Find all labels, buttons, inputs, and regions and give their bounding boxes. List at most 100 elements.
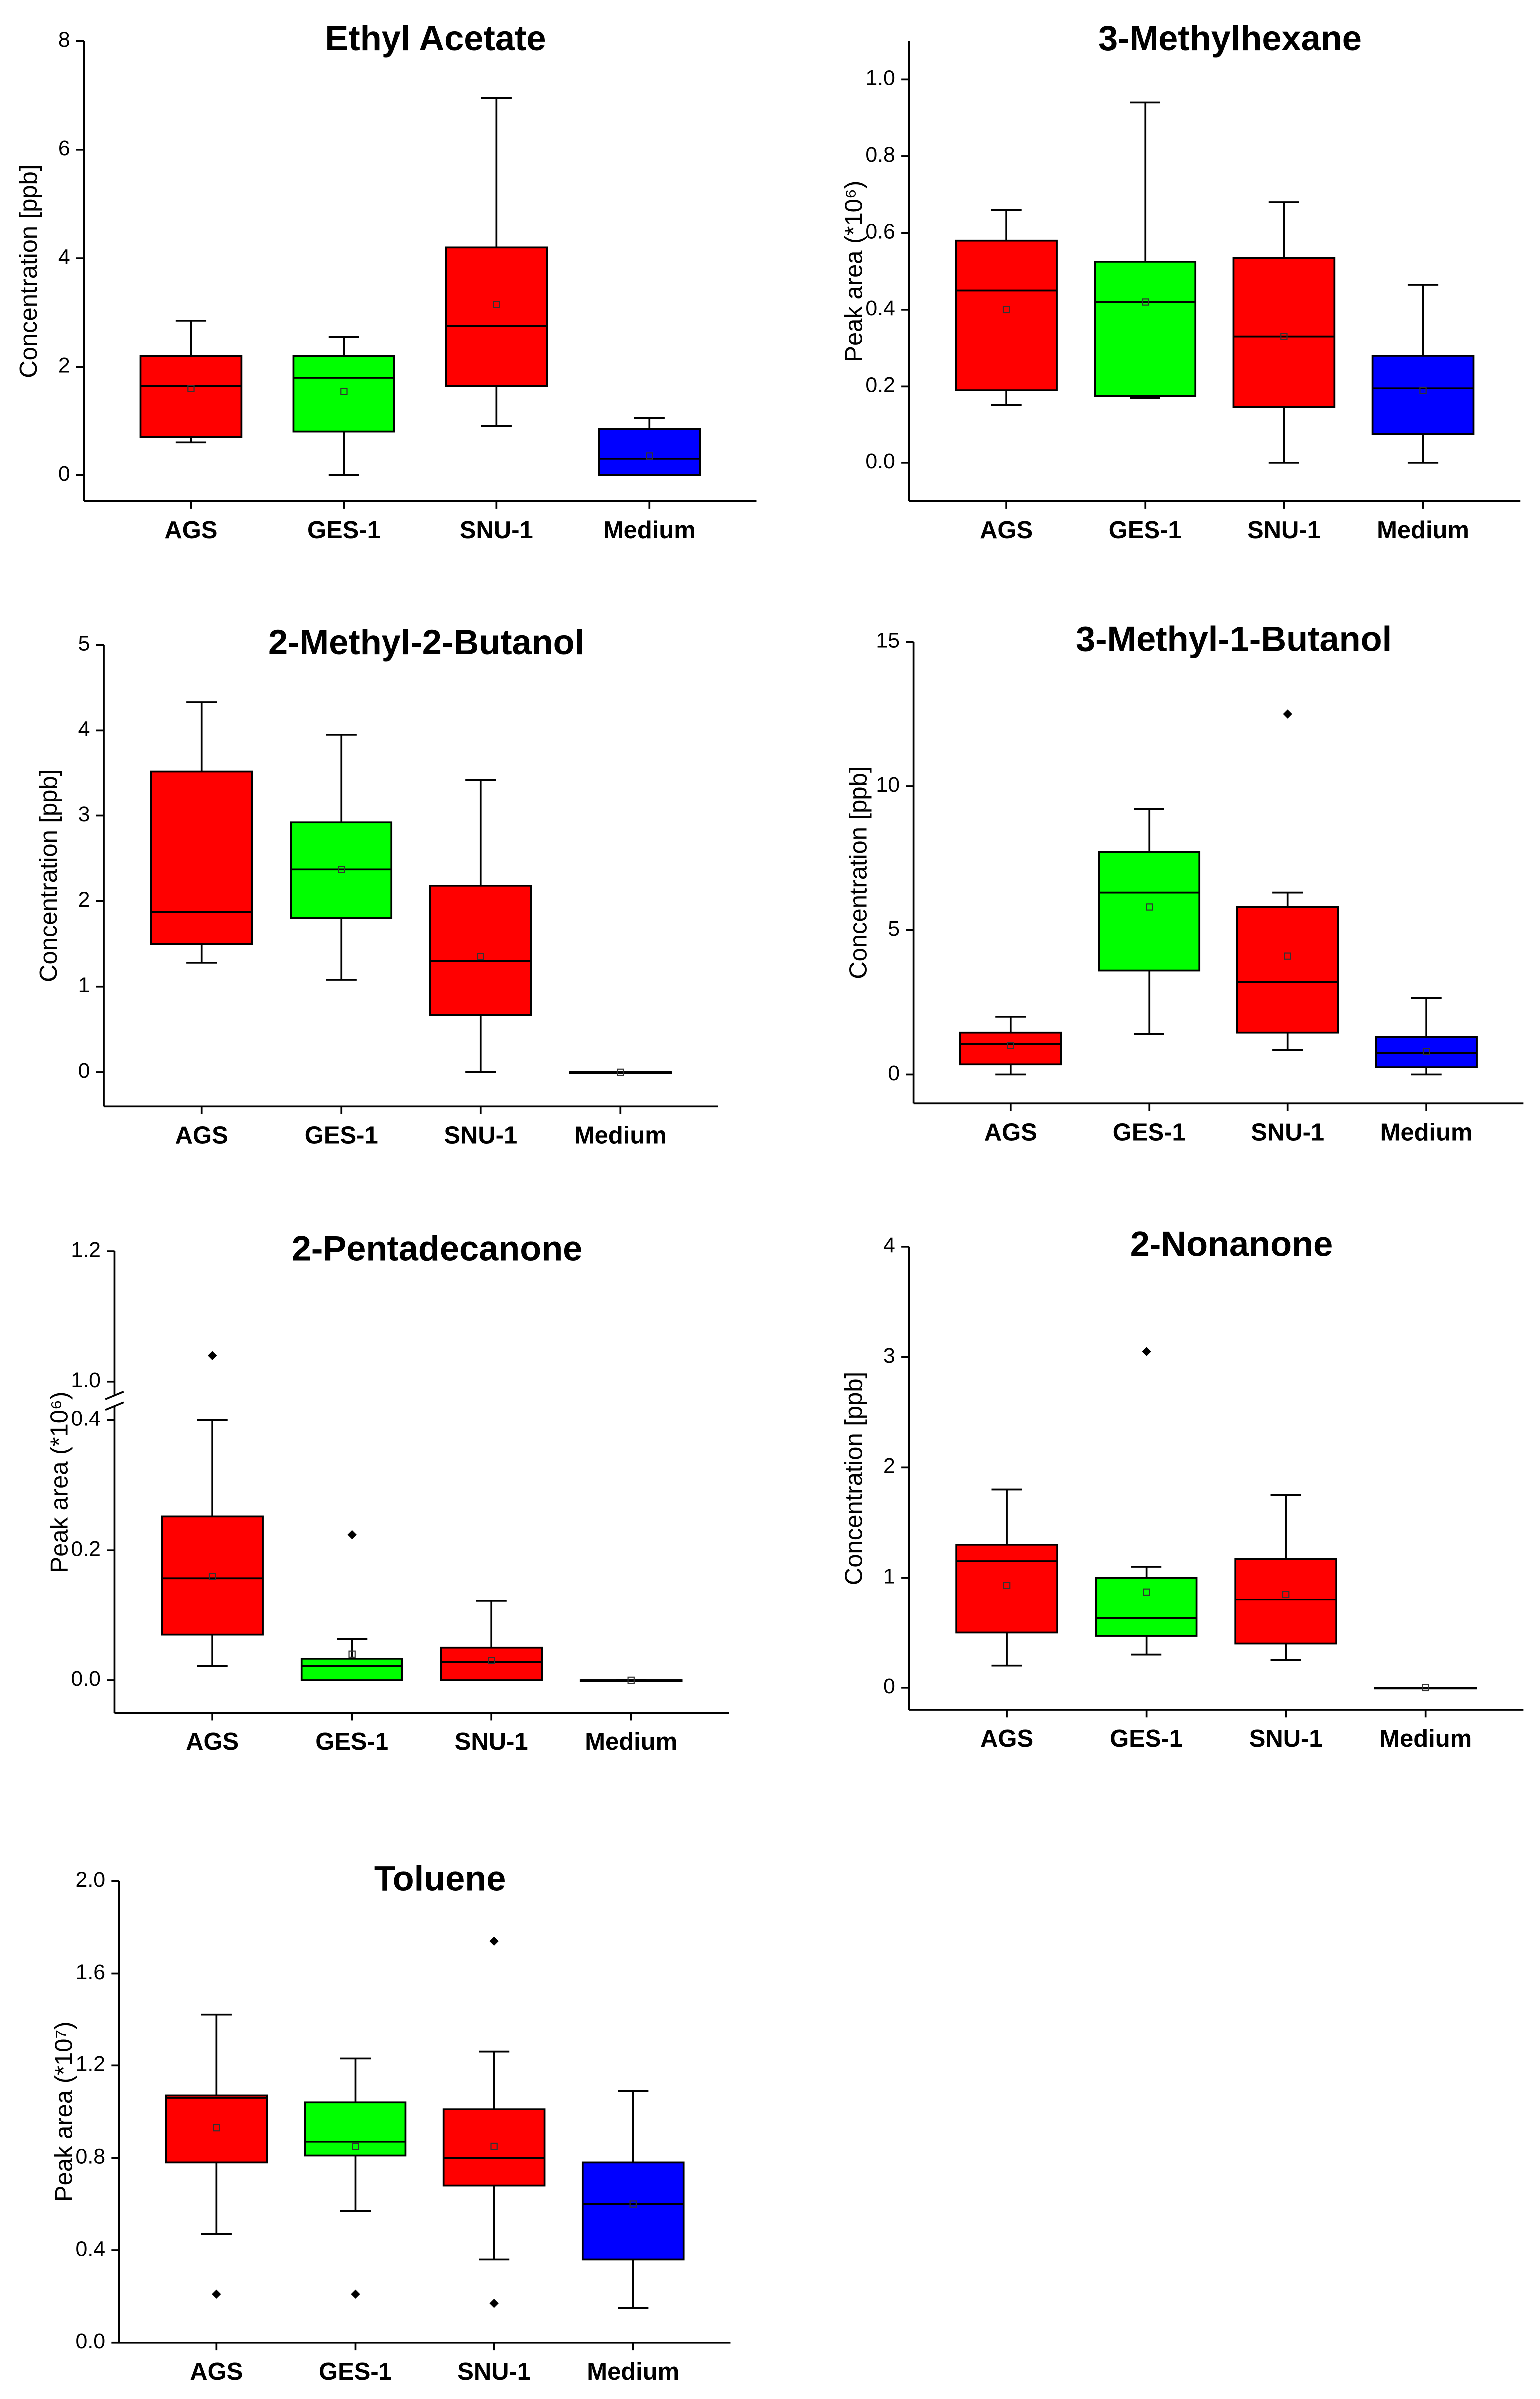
outlier	[207, 1351, 217, 1360]
y-axis-label: Concentration [ppb]	[845, 766, 872, 979]
x-tick-label: AGS	[190, 2358, 243, 2385]
chart-panel: 0 1 2 3 4 2-Nonanone Concentration [ppb] AGS GES…	[840, 1224, 1524, 1752]
x-tick-label: AGS	[175, 1122, 228, 1149]
outlier	[489, 1936, 499, 1946]
mean-marker	[1419, 386, 1427, 394]
y-tick-label: 2	[883, 1454, 895, 1478]
mean-marker	[629, 2200, 637, 2208]
y-tick-label: 10	[876, 773, 900, 797]
y-axis-label: Peak area (*10⁶)	[46, 1392, 73, 1573]
y-axis-label: Peak area (*10⁶)	[840, 181, 867, 362]
mean-marker	[1007, 1042, 1014, 1049]
x-tick-label: GES-1	[1109, 517, 1182, 544]
y-axis-label: Concentration [ppb]	[35, 769, 62, 982]
y-axis-label: Concentration [ppb]	[15, 165, 42, 378]
y-tick-label: 5	[78, 632, 90, 656]
chart-title: Ethyl Acetate	[325, 18, 546, 58]
outlier	[212, 2289, 221, 2299]
y-tick-label: 0.4	[71, 1407, 101, 1431]
y-tick-label: 0.4	[76, 2237, 106, 2261]
y-tick-label: 0	[78, 1059, 90, 1083]
box	[300, 1658, 403, 1681]
outlier	[489, 2299, 499, 2308]
x-tick-label: Medium	[1379, 1725, 1472, 1752]
y-axis-label: Concentration [ppb]	[840, 1372, 867, 1585]
y-tick-label: 4	[883, 1233, 895, 1257]
mean-marker	[493, 301, 500, 308]
box	[1095, 1577, 1198, 1637]
y-tick-label: 3	[883, 1344, 895, 1368]
chart-panel: 0.0 0.4 0.8 1.2 1.6 2.0 Toluene Peak area (*10⁷…	[50, 1858, 731, 2385]
box	[598, 428, 701, 476]
mean-marker	[617, 1068, 624, 1076]
box	[955, 239, 1058, 391]
chart-title: 2-Methyl-2-Butanol	[268, 622, 584, 662]
mean-marker	[208, 1573, 216, 1580]
x-tick-label: SNU-1	[455, 1728, 528, 1755]
y-tick-label: 0.0	[71, 1667, 101, 1691]
x-tick-label: AGS	[980, 1725, 1033, 1752]
chart-panel: 0 2 4 6 8 Ethyl Acetate Concentration [ppb] AGS…	[15, 18, 757, 544]
mean-marker	[488, 1657, 495, 1665]
y-tick-label: 1	[78, 973, 90, 997]
x-tick-label: Medium	[585, 1728, 677, 1755]
y-tick-label: 4	[78, 717, 90, 741]
box	[304, 2101, 407, 2157]
mean-marker	[352, 2142, 359, 2150]
y-tick-label: 0.2	[865, 373, 895, 397]
x-tick-label: GES-1	[315, 1728, 388, 1755]
mean-marker	[627, 1676, 635, 1684]
x-tick-label: AGS	[980, 517, 1033, 544]
y-tick-label: 1	[883, 1564, 895, 1588]
mean-marker	[1280, 333, 1288, 340]
mean-marker	[1142, 298, 1149, 306]
y-tick-label: 0.6	[865, 220, 895, 244]
y-tick-label: 3	[78, 802, 90, 826]
chart-panel: 0.0 0.2 0.4 1.0 1.2 2-Pentadecanone Peak area …	[46, 1229, 729, 1755]
mean-marker	[338, 866, 345, 873]
outlier	[347, 1530, 357, 1540]
y-tick-label: 1.2	[71, 1238, 101, 1262]
mean-marker	[1146, 903, 1153, 911]
mean-marker	[1422, 1048, 1430, 1055]
x-tick-label: GES-1	[1110, 1725, 1183, 1752]
box	[1098, 851, 1201, 972]
mean-marker	[646, 452, 653, 460]
x-tick-label: GES-1	[319, 2358, 392, 2385]
x-tick-label: GES-1	[307, 517, 381, 544]
outlier	[1283, 709, 1292, 719]
box	[581, 2161, 685, 2261]
y-axis-label: Peak area (*10⁷)	[50, 2021, 77, 2201]
chart-title: 3-Methylhexane	[1098, 18, 1362, 58]
chart-panel: 0 1 2 3 4 5 2-Methyl-2-Butanol Concentration [p…	[35, 622, 718, 1149]
y-tick-label: 2	[58, 354, 70, 378]
y-tick-label: 0.8	[76, 2144, 106, 2168]
y-tick-label: 2.0	[76, 1868, 106, 1892]
chart-panel: 0 5 10 15 3-Methyl-1-Butanol Concentration [p…	[845, 619, 1524, 1146]
box	[161, 1515, 264, 1636]
mean-marker	[340, 387, 348, 395]
x-tick-label: Medium	[1377, 517, 1469, 544]
box	[1234, 1558, 1337, 1645]
chart-title: 2-Nonanone	[1130, 1224, 1333, 1263]
box	[445, 246, 548, 387]
box	[1232, 257, 1336, 408]
outlier	[351, 2289, 360, 2299]
box	[1371, 355, 1475, 435]
x-tick-label: Medium	[1380, 1119, 1473, 1146]
mean-marker	[1143, 1588, 1150, 1596]
mean-marker	[187, 385, 195, 392]
x-tick-label: Medium	[587, 2358, 679, 2385]
mean-marker	[348, 1650, 356, 1658]
x-tick-label: GES-1	[305, 1122, 378, 1149]
x-tick-label: SNU-1	[1249, 1725, 1323, 1752]
y-tick-label: 8	[58, 28, 70, 52]
y-tick-label: 15	[876, 628, 900, 652]
box	[165, 2094, 268, 2164]
x-tick-label: SNU-1	[1251, 1119, 1324, 1146]
mean-marker	[213, 2124, 220, 2132]
box	[429, 885, 532, 1016]
y-tick-label: 6	[58, 136, 70, 160]
box	[1236, 906, 1339, 1034]
